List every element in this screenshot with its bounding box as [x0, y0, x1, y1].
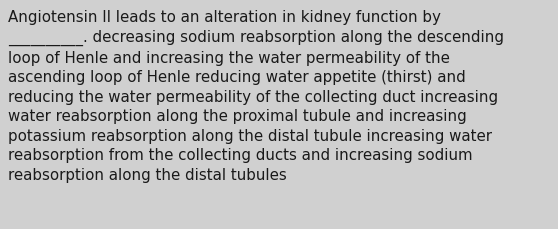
Text: Angiotensin II leads to an alteration in kidney function by
__________. decreasi: Angiotensin II leads to an alteration in… [8, 10, 504, 182]
